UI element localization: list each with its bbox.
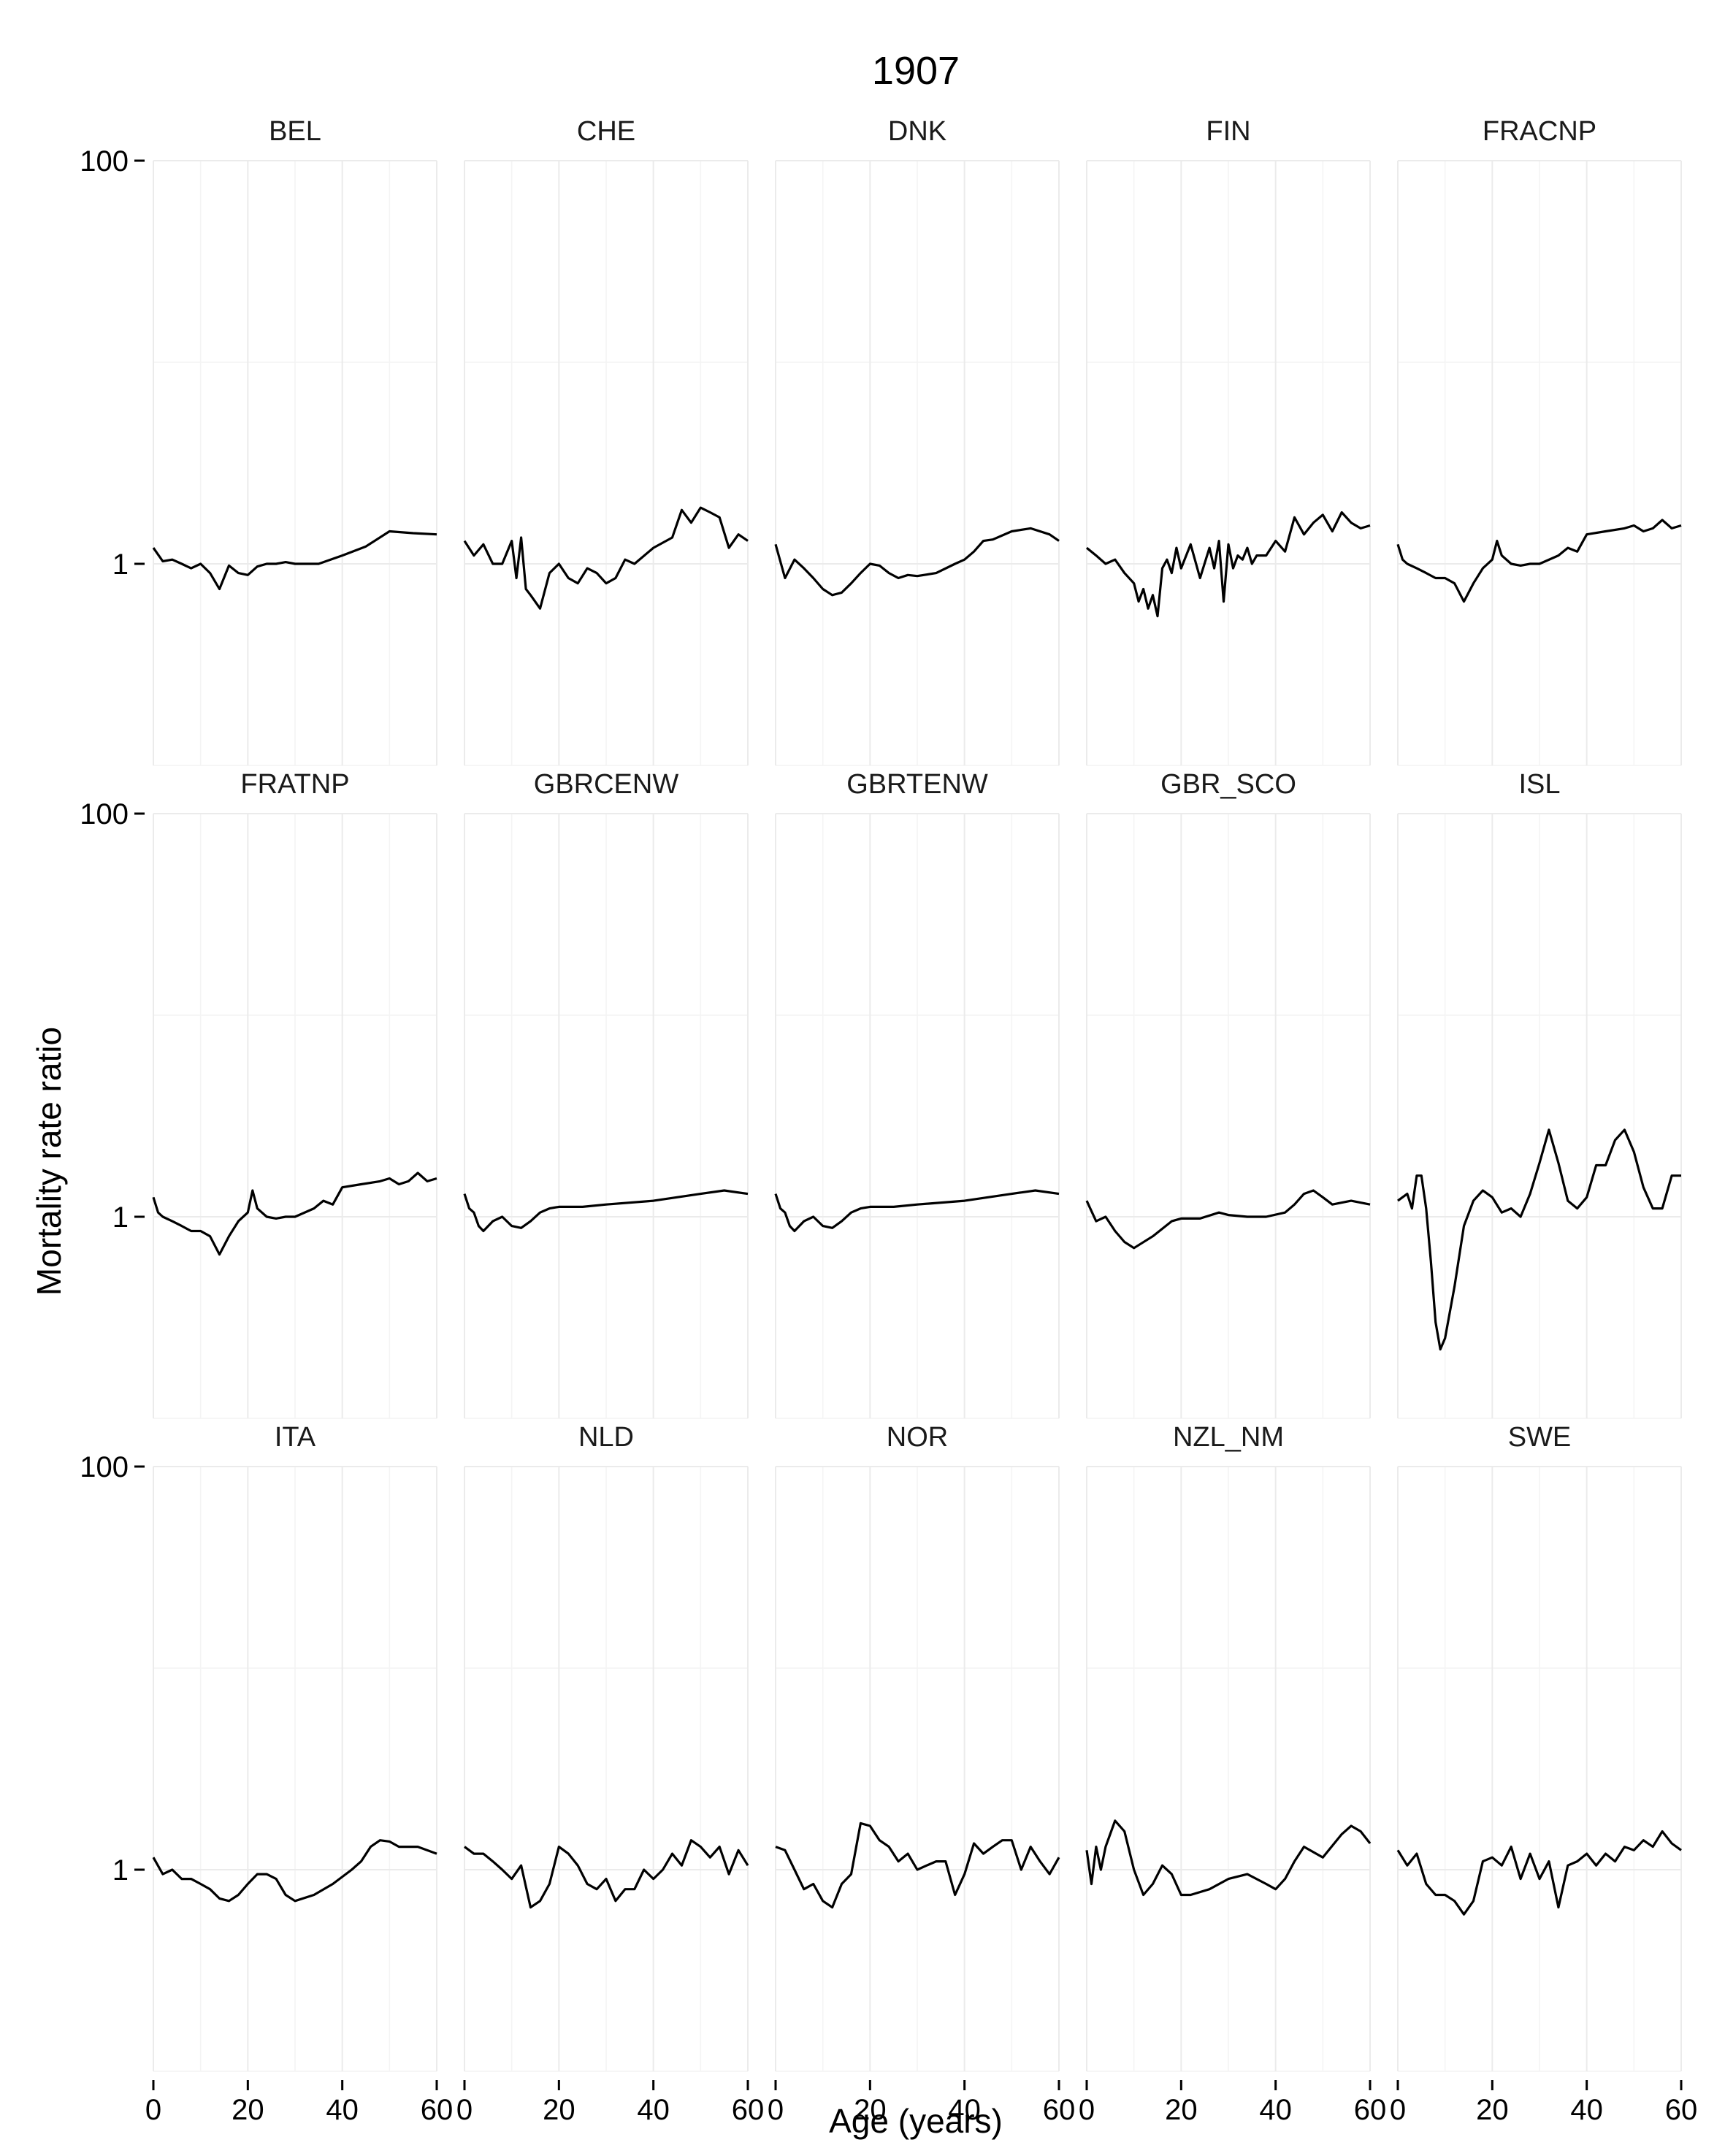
strip-title: FRACNP <box>1483 116 1596 147</box>
series-line-nzl_nm <box>1085 1819 1372 1897</box>
facet-panel-isl: ISL <box>1397 769 1682 1419</box>
series-line-fracnp <box>1396 519 1682 603</box>
x-tick-label: 0 <box>1079 2094 1095 2126</box>
x-tick-label: 0 <box>456 2094 473 2126</box>
strip-title: NZL_NM <box>1173 1422 1284 1453</box>
facet-panel-fin: FIN <box>1085 116 1371 766</box>
series-line-gbrcenw <box>463 1189 749 1233</box>
series-line-fin <box>1085 511 1371 618</box>
strip-title: BEL <box>269 116 321 147</box>
facet-panel-gbrtenw: GBRTENW <box>774 769 1060 1419</box>
series-line-nor <box>775 1821 1060 1909</box>
x-tick-label: 60 <box>1043 2094 1076 2126</box>
y-tick-label: 1 <box>112 548 129 581</box>
strip-title: NLD <box>578 1422 634 1453</box>
x-axis-title: Age (years) <box>829 2102 1003 2140</box>
y-tick-label: 100 <box>80 798 129 830</box>
facet-panel-fracnp: FRACNP <box>1396 116 1682 766</box>
series-line-bel <box>152 530 437 591</box>
strip-title: CHE <box>577 116 635 147</box>
facet-panel-fratnp: FRATNP 1 100 <box>80 769 437 1419</box>
x-tick-label: 20 <box>543 2094 575 2126</box>
x-tick-label: 60 <box>421 2094 454 2126</box>
facet-panel-nzl_nm: NZL_NM 0 20 40 60 <box>1079 1422 1386 2126</box>
strip-title: FIN <box>1206 116 1250 147</box>
series-line-fratnp <box>152 1171 437 1256</box>
chart-title: 1907 <box>872 49 960 93</box>
x-tick-label: 60 <box>1354 2094 1387 2126</box>
x-tick-label: 40 <box>1570 2094 1603 2126</box>
facet-panel-bel: BEL 1 100 <box>80 116 437 766</box>
facet-panel-swe: SWE 0 20 40 60 <box>1390 1422 1697 2126</box>
y-tick-label: 100 <box>80 1451 129 1483</box>
x-tick-label: 60 <box>732 2094 765 2126</box>
strip-title: GBRTENW <box>846 769 988 800</box>
facet-panel-che: CHE <box>463 116 749 766</box>
x-tick-label: 20 <box>1165 2094 1198 2126</box>
x-tick-label: 40 <box>1259 2094 1292 2126</box>
series-line-isl <box>1397 1128 1681 1351</box>
facet-panel-nld: NLD 0 20 40 60 <box>456 1422 764 2126</box>
x-tick-label: 40 <box>326 2094 359 2126</box>
y-tick-label: 100 <box>80 145 129 177</box>
series-line-dnk <box>774 527 1060 597</box>
strip-title: GBRCENW <box>534 769 679 800</box>
y-axis-title: Mortality rate ratio <box>30 1027 68 1296</box>
strip-title: SWE <box>1508 1422 1572 1453</box>
strip-title: NOR <box>887 1422 948 1453</box>
series-line-nld <box>464 1839 749 1909</box>
facet-panel-gbrcenw: GBRCENW <box>463 769 749 1419</box>
series-line-swe <box>1396 1830 1682 1916</box>
strip-title: ISL <box>1518 769 1560 800</box>
strip-title: ITA <box>275 1422 316 1453</box>
strip-title: FRATNP <box>240 769 349 800</box>
y-tick-label: 1 <box>112 1854 129 1886</box>
x-tick-label: 0 <box>145 2094 161 2126</box>
facet-panel-nor: NOR 0 20 40 60 <box>768 1422 1075 2126</box>
strip-title: DNK <box>888 116 946 147</box>
facet-panel-ita: ITA 1 100 0 20 40 60 <box>80 1422 453 2126</box>
strip-title: GBR_SCO <box>1160 769 1296 800</box>
facet-panel-gbr_sco: GBR_SCO <box>1085 769 1371 1419</box>
x-tick-label: 0 <box>768 2094 784 2126</box>
facet-panel-dnk: DNK <box>774 116 1060 766</box>
x-tick-label: 0 <box>1390 2094 1406 2126</box>
x-tick-label: 20 <box>232 2094 264 2126</box>
x-tick-label: 20 <box>854 2094 887 2126</box>
x-tick-label: 40 <box>637 2094 670 2126</box>
series-line-gbr_sco <box>1085 1189 1371 1250</box>
x-tick-label: 20 <box>1476 2094 1509 2126</box>
series-line-ita <box>152 1839 437 1903</box>
x-tick-label: 40 <box>948 2094 981 2126</box>
series-line-gbrtenw <box>774 1189 1060 1233</box>
y-tick-label: 1 <box>112 1201 129 1234</box>
series-line-che <box>463 506 749 610</box>
x-tick-label: 60 <box>1665 2094 1698 2126</box>
